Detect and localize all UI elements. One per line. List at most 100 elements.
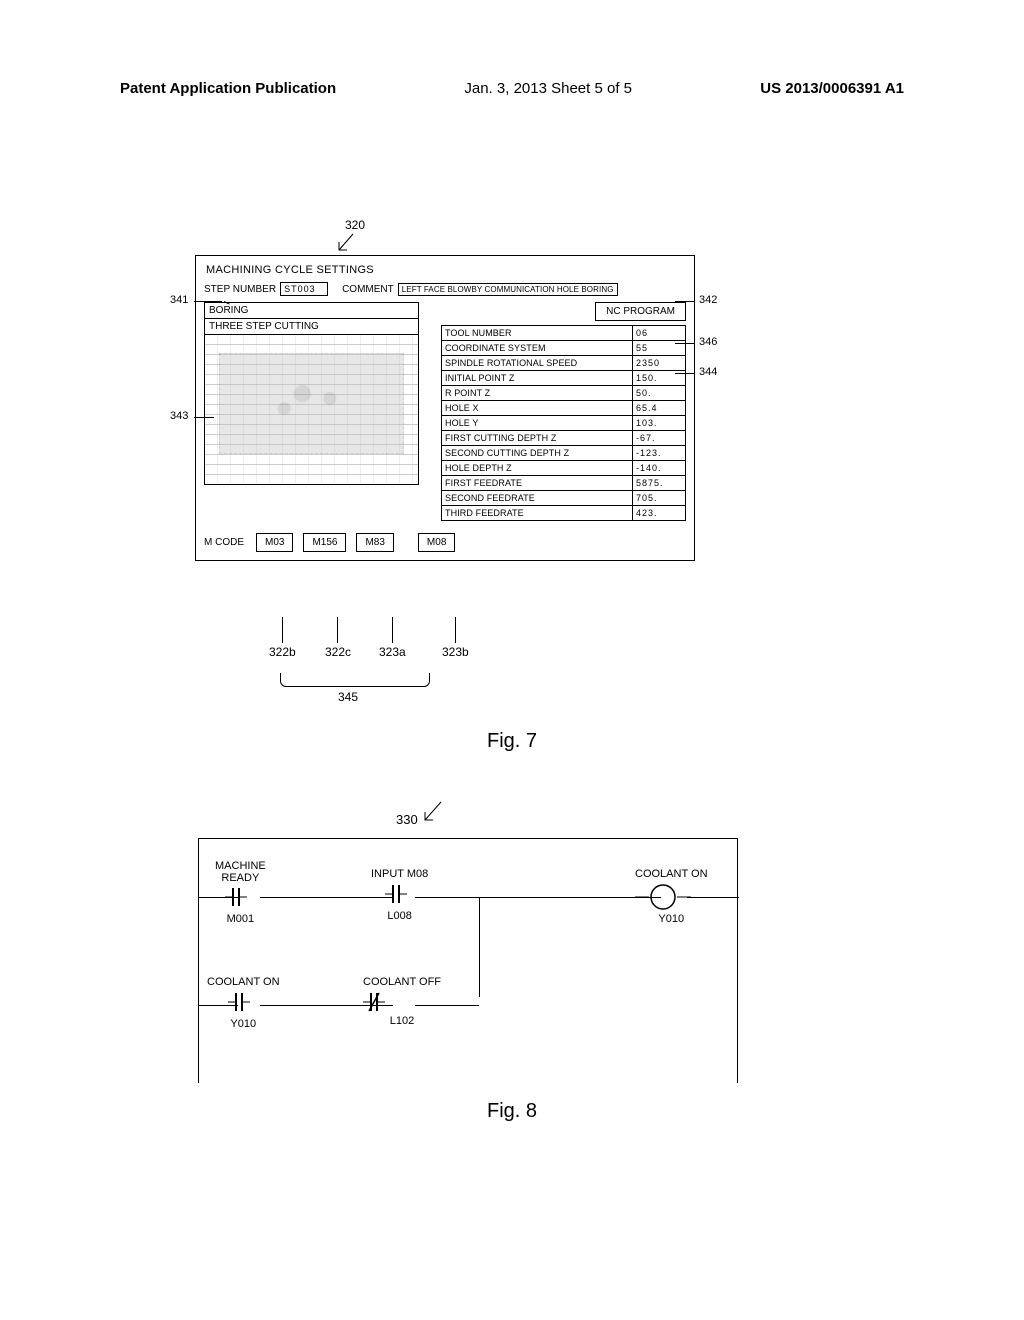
table-row: INITIAL POINT Z150.	[442, 370, 685, 385]
page-header: Patent Application Publication Jan. 3, 2…	[0, 0, 1024, 97]
fig7-title: MACHINING CYCLE SETTINGS	[206, 264, 686, 276]
ref-323a: 323a	[379, 645, 406, 659]
fig7-left-column: BORING THREE STEP CUTTING	[204, 302, 419, 521]
contact-top-label: COOLANT ON	[207, 977, 280, 989]
step-number-input[interactable]: ST003	[280, 282, 328, 296]
table-row: FIRST CUTTING DEPTH Z-67.	[442, 430, 685, 445]
header-center: Jan. 3, 2013 Sheet 5 of 5	[464, 80, 632, 97]
coil-coolant-on: COOLANT ON Y010	[635, 869, 708, 925]
parameter-table: TOOL NUMBER06 COORDINATE SYSTEM55 SPINDL…	[441, 325, 686, 521]
cycle-type-boring[interactable]: BORING	[204, 302, 419, 319]
param-label: SECOND FEEDRATE	[442, 491, 633, 505]
param-value[interactable]: -67.	[633, 431, 685, 445]
param-value[interactable]: 2350	[633, 356, 685, 370]
param-label: HOLE DEPTH Z	[442, 461, 633, 475]
contact-machine-ready: MACHINE READY M001	[215, 861, 266, 925]
no-contact-icon	[228, 991, 258, 1013]
param-value[interactable]: 50.	[633, 386, 685, 400]
ref-323b: 323b	[442, 645, 469, 659]
step-row: STEP NUMBER ST003 COMMENT LEFT FACE BLOW…	[204, 282, 686, 296]
nc-contact-icon	[363, 991, 441, 1013]
table-row: TOOL NUMBER06	[442, 326, 685, 340]
param-value[interactable]: 06	[633, 326, 685, 340]
no-contact-icon	[385, 883, 415, 905]
comment-label: COMMENT	[342, 284, 394, 295]
param-value[interactable]: 65.4	[633, 401, 685, 415]
callout-346-text: 346	[699, 336, 717, 348]
header-left: Patent Application Publication	[120, 80, 336, 97]
fig7-right-column: NC PROGRAM TOOL NUMBER06 COORDINATE SYST…	[429, 302, 686, 521]
table-row: COORDINATE SYSTEM55	[442, 340, 685, 355]
ladder-rung-1: MACHINE READY M001 INPUT M08 L008 COOLAN…	[199, 851, 737, 941]
callout-341: 341	[170, 294, 188, 306]
fig7-caption: Fig. 7	[0, 730, 1024, 753]
table-row: FIRST FEEDRATE5875.	[442, 475, 685, 490]
param-label: FIRST FEEDRATE	[442, 476, 633, 490]
param-value[interactable]: -140.	[633, 461, 685, 475]
ref-345: 345	[338, 690, 358, 704]
contact-bottom-label: Y010	[207, 1018, 280, 1030]
param-value[interactable]: 705.	[633, 491, 685, 505]
contact-top-label: MACHINE READY	[215, 861, 266, 884]
contact-coolant-on: COOLANT ON Y010	[207, 977, 280, 1030]
cycle-type-three-step[interactable]: THREE STEP CUTTING	[204, 319, 419, 335]
mcode-button-m83[interactable]: M83	[356, 533, 393, 552]
ref-arrow-330: 330	[384, 800, 445, 827]
coil-top-label: COOLANT ON	[635, 869, 708, 881]
ref-320-number: 320	[345, 218, 365, 232]
contact-bottom-label: M001	[215, 913, 266, 925]
callout-344-text: 344	[699, 366, 717, 378]
param-value[interactable]: -123.	[633, 446, 685, 460]
ref-322c: 322c	[325, 645, 351, 659]
param-label: HOLE Y	[442, 416, 633, 430]
contact-bottom-label: L008	[371, 910, 428, 922]
param-label: TOOL NUMBER	[442, 326, 633, 340]
param-value[interactable]: 423.	[633, 506, 685, 520]
arrow-icon	[421, 800, 445, 824]
table-row: SECOND CUTTING DEPTH Z-123.	[442, 445, 685, 460]
fig8-ladder: MACHINE READY M001 INPUT M08 L008 COOLAN…	[198, 838, 738, 1083]
param-label: SECOND CUTTING DEPTH Z	[442, 446, 633, 460]
arrow-icon	[335, 232, 357, 254]
illustration-area	[204, 335, 419, 485]
header-right: US 2013/0006391 A1	[760, 80, 904, 97]
callout-344: 344	[699, 366, 717, 378]
mcode-button-m156[interactable]: M156	[303, 533, 346, 552]
param-label: INITIAL POINT Z	[442, 371, 633, 385]
callout-342: 342	[699, 294, 717, 306]
callout-343-text: 343	[170, 410, 188, 422]
table-row: HOLE X65.4	[442, 400, 685, 415]
mcode-button-m03[interactable]: M03	[256, 533, 293, 552]
table-row: R POINT Z50.	[442, 385, 685, 400]
nc-program-button[interactable]: NC PROGRAM	[595, 302, 686, 321]
ladder-rung-2: COOLANT ON Y010 COOLANT OFF L102	[199, 959, 737, 1049]
callout-342-text: 342	[699, 294, 717, 306]
contact-top-label: INPUT M08	[371, 869, 428, 881]
cycle-type-stack: BORING THREE STEP CUTTING	[204, 302, 419, 335]
param-value[interactable]: 5875.	[633, 476, 685, 490]
table-row: SPINDLE ROTATIONAL SPEED2350	[442, 355, 685, 370]
table-row: HOLE Y103.	[442, 415, 685, 430]
fig7-container: MACHINING CYCLE SETTINGS STEP NUMBER ST0…	[195, 255, 695, 561]
param-label: FIRST CUTTING DEPTH Z	[442, 431, 633, 445]
fig7-dialog: MACHINING CYCLE SETTINGS STEP NUMBER ST0…	[195, 255, 695, 561]
contact-coolant-off: COOLANT OFF L102	[363, 977, 441, 1027]
table-row: THIRD FEEDRATE423.	[442, 505, 685, 520]
param-label: HOLE X	[442, 401, 633, 415]
ref-arrow-320: 320	[335, 218, 365, 254]
contact-bottom-label: L102	[363, 1015, 441, 1027]
param-value[interactable]: 103.	[633, 416, 685, 430]
comment-input[interactable]: LEFT FACE BLOWBY COMMUNICATION HOLE BORI…	[398, 283, 618, 296]
ref-330-number: 330	[396, 812, 418, 827]
param-label: SPINDLE ROTATIONAL SPEED	[442, 356, 633, 370]
table-row: HOLE DEPTH Z-140.	[442, 460, 685, 475]
brace-345	[280, 673, 430, 687]
param-label: THIRD FEEDRATE	[442, 506, 633, 520]
contact-top-label: COOLANT OFF	[363, 977, 441, 989]
nc-program-row: NC PROGRAM	[429, 302, 686, 321]
ref-322b: 322b	[269, 645, 296, 659]
mcode-button-m08[interactable]: M08	[418, 533, 455, 552]
contact-input-m08: INPUT M08 L008	[371, 869, 428, 922]
fig7-middle: BORING THREE STEP CUTTING NC PROGRAM TOO…	[204, 302, 686, 521]
callout-341-text: 341	[170, 294, 188, 306]
